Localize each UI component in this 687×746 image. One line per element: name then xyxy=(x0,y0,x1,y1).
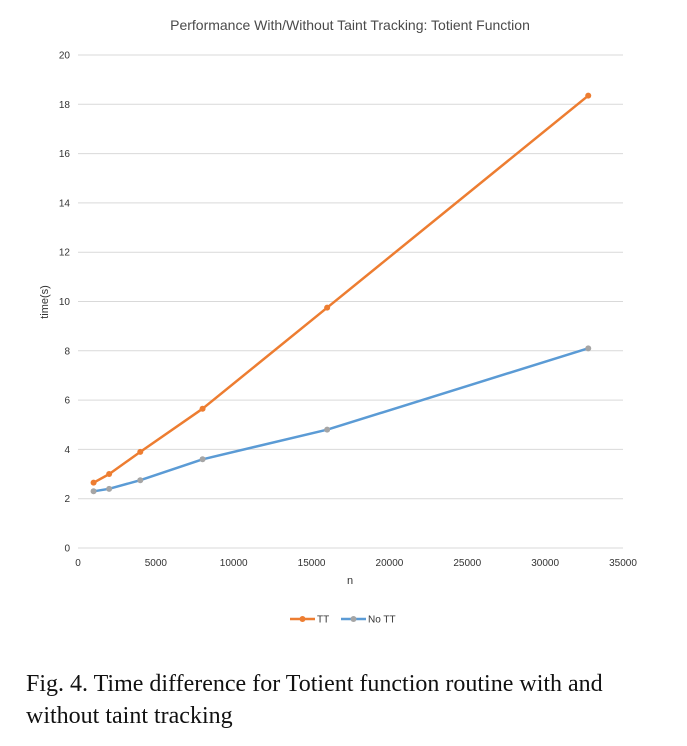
data-point xyxy=(90,488,97,495)
data-point xyxy=(324,304,331,311)
x-tick-label: 20000 xyxy=(376,558,404,569)
x-tick-label: 30000 xyxy=(531,558,559,569)
data-point xyxy=(199,456,206,463)
x-tick-label: 10000 xyxy=(220,558,248,569)
y-tick-label: 16 xyxy=(59,149,71,160)
y-tick-label: 12 xyxy=(59,248,71,259)
legend-marker-1 xyxy=(350,616,357,622)
legend: TT No TT xyxy=(290,615,396,626)
legend-label: No TT xyxy=(368,615,396,626)
y-tick-label: 20 xyxy=(59,51,71,62)
y-tick-label: 8 xyxy=(64,346,70,357)
figure-caption: Fig. 4. Time difference for Totient func… xyxy=(26,671,603,729)
data-point xyxy=(199,405,206,412)
legend-label: TT xyxy=(317,615,329,626)
chart-title: Performance With/Without Taint Tracking:… xyxy=(170,17,530,33)
grid xyxy=(78,54,623,549)
data-point xyxy=(106,471,113,478)
x-axis-ticks: 0 5000 10000 15000 20000 25000 30000 35000 xyxy=(75,558,637,569)
data-point xyxy=(585,345,592,352)
y-tick-label: 6 xyxy=(64,396,70,407)
x-tick-label: 35000 xyxy=(609,558,637,569)
x-tick-label: 25000 xyxy=(453,558,481,569)
y-axis-ticks: 0 2 4 6 8 10 12 14 16 18 20 xyxy=(59,51,71,555)
y-tick-label: 0 xyxy=(64,544,70,555)
y-tick-label: 2 xyxy=(64,494,70,505)
series-layer xyxy=(90,92,592,495)
y-axis-label: time(s) xyxy=(39,285,51,319)
x-tick-label: 15000 xyxy=(298,558,326,569)
series-line-0 xyxy=(92,94,590,484)
x-tick-label: 0 xyxy=(75,558,81,569)
x-axis-label: n xyxy=(347,575,353,587)
data-point xyxy=(106,485,113,492)
y-tick-label: 4 xyxy=(64,445,70,456)
legend-marker-0 xyxy=(299,616,306,622)
data-point xyxy=(90,479,97,486)
data-point xyxy=(324,426,331,433)
data-point xyxy=(137,448,144,455)
y-tick-label: 18 xyxy=(59,100,71,111)
data-point xyxy=(137,477,144,484)
chart: Performance With/Without Taint Tracking:… xyxy=(39,17,637,626)
y-tick-label: 10 xyxy=(59,297,71,308)
series-line-1 xyxy=(92,347,590,493)
x-tick-label: 5000 xyxy=(145,558,168,569)
y-tick-label: 14 xyxy=(59,198,71,209)
data-point xyxy=(585,92,592,99)
